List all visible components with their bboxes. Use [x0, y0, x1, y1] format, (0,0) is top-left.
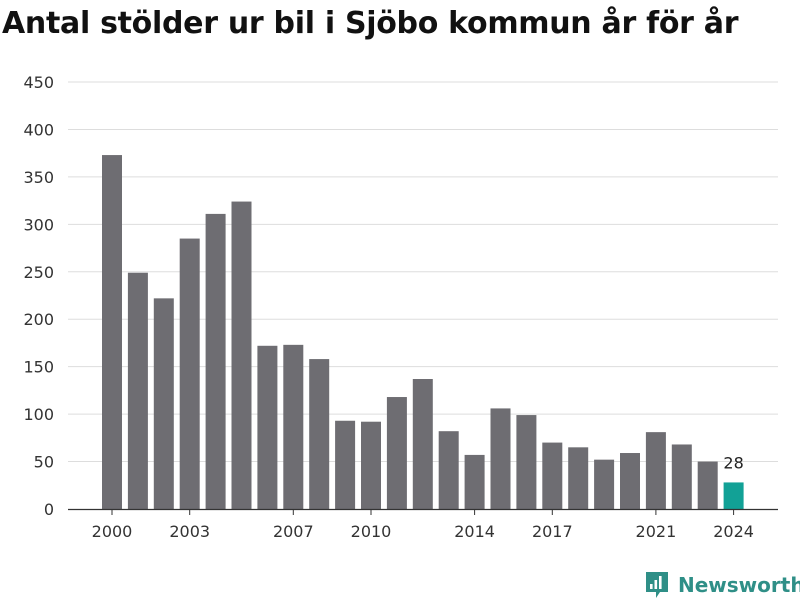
y-tick-label: 100	[23, 405, 54, 424]
bar	[335, 420, 356, 509]
y-tick-label: 350	[23, 168, 54, 187]
x-tick-label: 2021	[636, 522, 677, 541]
bar	[412, 379, 433, 509]
bar	[438, 431, 459, 509]
x-tick-label: 2003	[169, 522, 210, 541]
y-tick-label: 0	[44, 500, 54, 519]
x-tick-label: 2000	[92, 522, 133, 541]
x-tick-label: 2017	[532, 522, 573, 541]
bar	[102, 155, 122, 509]
data-label-2024: 28	[723, 453, 743, 472]
bar	[516, 415, 537, 509]
y-tick-label: 300	[23, 215, 54, 234]
y-tick-label: 50	[34, 453, 54, 472]
bar	[594, 459, 615, 509]
brand-name: Newsworthy	[678, 573, 800, 597]
bar	[127, 272, 148, 509]
x-tick-label: 2007	[273, 522, 314, 541]
y-tick-label: 150	[23, 358, 54, 377]
y-axis-ticks: 0 50 100 150 200 250 300 350 400 450	[23, 73, 54, 519]
bar	[309, 359, 330, 509]
bar	[205, 213, 226, 509]
bar	[645, 432, 666, 509]
bar	[490, 408, 511, 509]
bar	[464, 454, 485, 509]
x-axis-ticks: 2000 2003 2007 2010 2014 2017 2021 2024	[92, 509, 754, 541]
chart-title: Antal stölder ur bil i Sjöbo kommun år f…	[2, 6, 739, 41]
bar	[568, 447, 589, 509]
bar	[386, 397, 407, 509]
bar	[231, 201, 252, 509]
x-tick-label: 2024	[713, 522, 754, 541]
bar	[723, 482, 744, 509]
bar	[283, 344, 304, 509]
bar	[153, 298, 174, 509]
bar	[697, 461, 718, 509]
y-tick-label: 400	[23, 120, 54, 139]
bar	[620, 453, 640, 509]
bar	[542, 442, 563, 509]
newsworthy-brand: Newsworthy	[644, 570, 800, 600]
bar	[671, 444, 692, 509]
y-tick-label: 250	[23, 263, 54, 282]
bars	[102, 155, 744, 510]
x-tick-label: 2010	[351, 522, 392, 541]
x-tick-label: 2014	[454, 522, 495, 541]
bar	[361, 421, 381, 509]
bar	[257, 345, 278, 509]
bar	[179, 238, 200, 510]
y-tick-label: 200	[23, 310, 54, 329]
data-labels: 28	[723, 453, 743, 472]
newsworthy-logo-icon	[646, 572, 668, 598]
y-tick-label: 450	[23, 73, 54, 92]
